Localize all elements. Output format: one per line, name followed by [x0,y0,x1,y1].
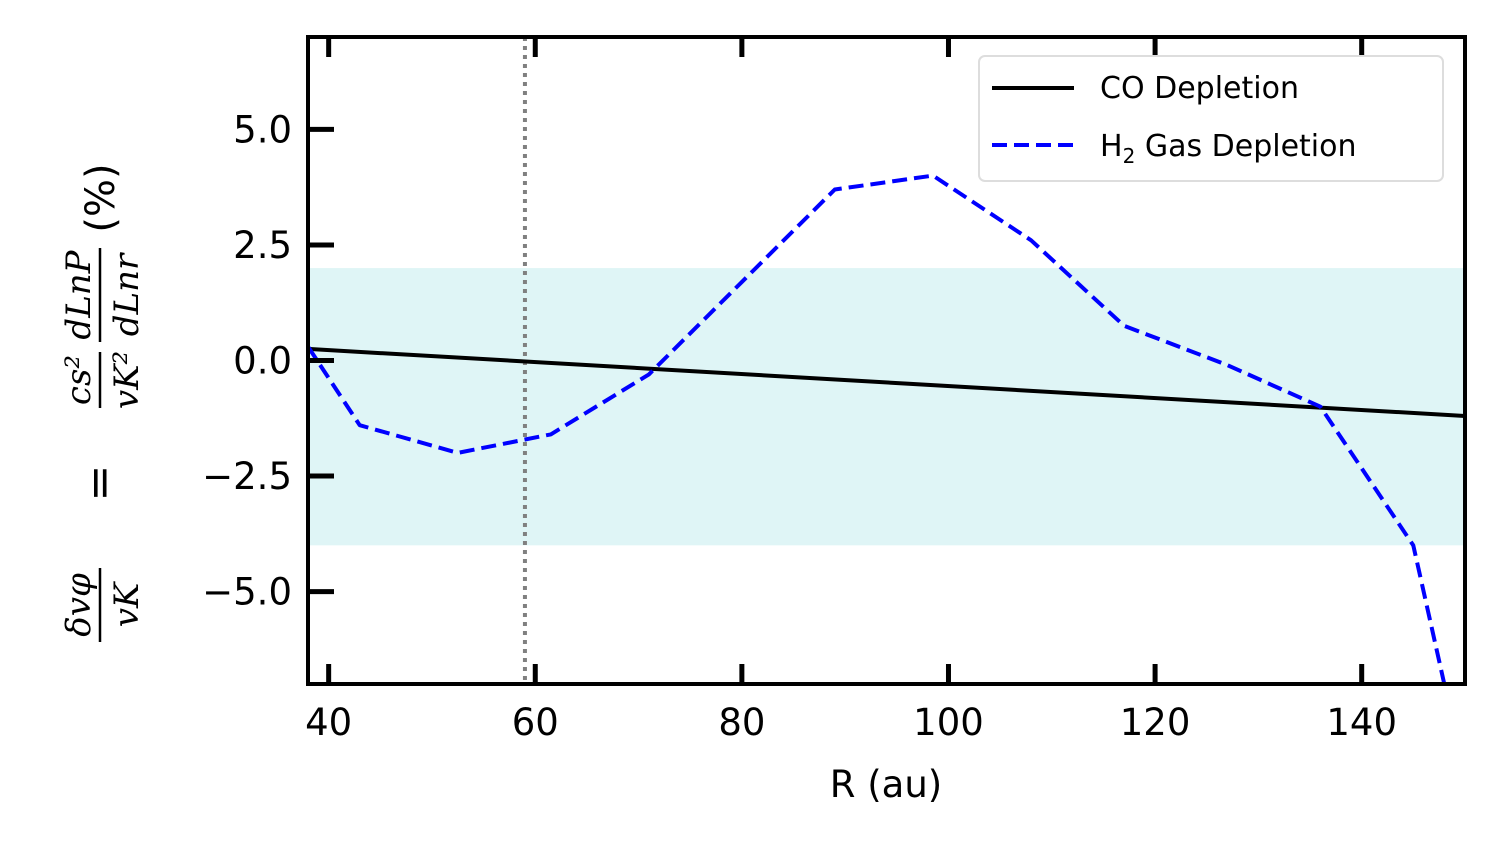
ylabel-equals: = [74,465,125,502]
ylabel-den2: vK² [107,351,147,409]
legend-h2-main: H [1100,129,1123,164]
legend-h2-sub: 2 [1123,144,1136,168]
legend-h2-rest: Gas Depletion [1135,129,1356,164]
series-line-h2-gas-depletion [308,173,1447,684]
y-tick-label: −5.0 [202,571,292,614]
ticks-layer: 40 60 80 100 120 140 5.0 2.5 0.0 −2.5 −5.0 [202,37,1397,744]
ylabel-den1: vK [107,580,147,627]
x-tick-label: 120 [1120,701,1191,744]
y-tick-label: −2.5 [202,455,292,498]
series-line-co-depletion [308,346,1465,418]
data-layer [308,37,1465,684]
y-tick-label: 0.0 [233,340,292,383]
x-tick-label: 100 [913,701,984,744]
y-tick-label: 2.5 [233,224,292,267]
x-axis-label: R (au) [830,763,942,806]
x-tick-label: 40 [305,701,352,744]
legend-box [978,55,1444,182]
ylabel-num2: cs² [59,355,99,405]
legend: CO Depletion H2 Gas Depletion [978,55,1444,182]
y-tick-label: 5.0 [233,108,292,151]
x-tick-label: 80 [718,701,765,744]
ylabel-num1: δvφ [59,573,99,637]
ylabel-unit: (%) [78,163,124,232]
x-tick-label: 60 [512,701,559,744]
legend-label-h2: H2 Gas Depletion [1100,129,1357,168]
ylabel-den3: dLnr [107,252,147,336]
y-axis-label: δvφ vK = cs² vK² dLnP dLnr (%) [59,163,147,642]
ylabel-num3: dLnP [59,249,99,339]
x-tick-label: 140 [1326,701,1397,744]
legend-label-co: CO Depletion [1100,71,1299,106]
